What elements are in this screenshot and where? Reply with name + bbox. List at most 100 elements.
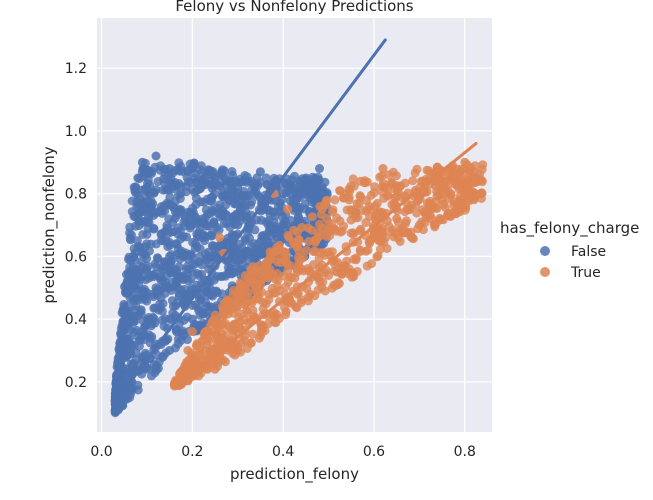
point-false [151,208,161,218]
point-true [361,206,371,216]
point-true [257,325,267,335]
point-true [392,214,402,224]
point-false [128,314,138,324]
point-false [172,239,182,249]
point-true [271,247,280,257]
point-true [395,181,405,191]
point-true [191,355,201,365]
point-false [161,261,171,271]
point-true [387,178,397,188]
point-false [138,165,148,175]
point-true [270,317,280,327]
point-true [292,264,302,274]
point-true [388,167,398,177]
point-false [152,350,162,360]
y-axis-label: prediction_nonfelony [40,146,59,303]
point-false [199,197,209,207]
point-false [300,199,310,209]
point-true [362,196,372,205]
point-false [278,189,288,199]
point-false [187,314,197,324]
point-true [355,245,365,255]
point-true [271,288,281,298]
point-false [124,346,134,355]
point-false [157,229,167,239]
point-true [447,209,457,218]
point-true [322,231,332,241]
point-false [233,220,243,230]
point-true [410,168,420,178]
point-false [164,178,174,188]
point-true [478,160,488,170]
point-true [235,278,245,288]
point-false [136,305,146,315]
point-true [400,207,410,217]
point-true [296,254,306,264]
legend-marker-false [540,246,550,256]
point-true [285,260,295,270]
point-true [414,220,424,230]
point-false [250,225,260,235]
point-false [207,241,217,251]
point-true [434,181,444,191]
point-false [165,251,175,261]
point-true [330,281,340,291]
point-true [436,215,446,225]
point-false [222,218,232,228]
point-false [190,211,200,221]
y-tick-label: 0.6 [65,249,87,265]
point-true [345,267,355,277]
point-true [281,307,291,316]
point-false [125,293,135,302]
point-false [127,196,137,206]
point-false [221,271,230,281]
point-false [224,195,234,205]
point-false [137,185,147,195]
point-false [219,166,229,176]
point-true [183,346,193,355]
point-false [137,157,147,167]
x-tick-label: 0.4 [272,444,294,460]
point-false [165,164,175,173]
point-false [221,238,231,247]
point-false [124,254,133,264]
point-true [395,237,405,246]
point-true [257,265,267,275]
point-false [146,239,156,249]
point-true [351,253,361,263]
point-false [280,216,290,226]
point-true [232,302,242,312]
regression-lines [113,38,478,404]
regression-line-false [113,38,387,404]
point-true [470,193,480,203]
point-true [310,291,320,301]
point-false [231,264,241,274]
point-true [217,333,227,342]
point-true [252,287,262,297]
legend-marker-true [540,267,550,277]
point-true [444,194,454,204]
point-false [310,174,320,184]
point-false [187,164,197,173]
point-true [261,258,271,268]
point-true [249,312,259,322]
point-true [328,205,338,215]
point-true [215,233,225,242]
point-false [129,182,139,192]
point-false [256,215,266,225]
point-false [151,262,161,272]
point-false [234,239,244,249]
point-false [196,161,206,171]
point-true [273,275,283,285]
point-false [232,209,242,219]
point-true [309,247,319,257]
point-false [130,248,140,258]
point-true [345,205,355,215]
point-false [265,222,275,232]
point-false [162,221,172,231]
point-true [182,358,192,367]
point-false [257,231,267,241]
point-false [171,324,181,334]
y-tick-label: 0.4 [65,312,87,328]
point-true [356,224,366,234]
